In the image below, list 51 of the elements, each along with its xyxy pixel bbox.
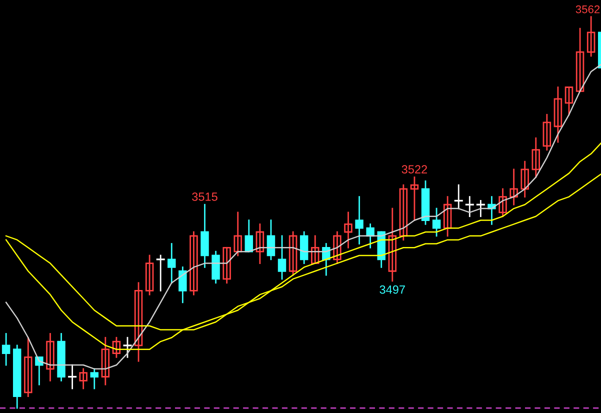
candlestick: [576, 28, 584, 92]
candlestick: [90, 368, 98, 390]
candlestick: [200, 204, 209, 268]
candlestick: [134, 282, 143, 362]
candlestick: [498, 188, 507, 218]
candlestick: [266, 220, 276, 260]
annotation: 3562: [576, 5, 600, 14]
candlestick: [465, 196, 474, 218]
candlestick: [244, 220, 254, 252]
annotation: 3522: [402, 165, 428, 174]
candlestick: [586, 16, 596, 57]
candlestick: [311, 235, 320, 264]
annotation: 3497: [380, 285, 405, 294]
candlestick: [24, 336, 32, 398]
candlestick: [388, 208, 397, 282]
candlestick: [432, 208, 441, 237]
candlestick: [454, 184, 463, 210]
candlestick: [101, 336, 110, 386]
candlestick: [399, 184, 408, 241]
candlestick: [366, 223, 374, 248]
candlestick: [178, 266, 187, 304]
candlestick: [554, 86, 562, 143]
candlestick: [564, 86, 574, 116]
candlestick: [234, 212, 242, 256]
candlestick: [510, 168, 518, 206]
candlestick: [46, 333, 54, 382]
candlestick: [2, 333, 10, 366]
candlestick: [112, 336, 121, 358]
candlestick: [156, 254, 165, 292]
annotation: 3515: [192, 192, 218, 201]
candlestick: [222, 246, 231, 284]
candlestick: [190, 231, 198, 296]
candlestick: [79, 368, 88, 390]
candlestick: [476, 200, 485, 218]
candlestick: [443, 196, 452, 237]
candlestick: [256, 223, 264, 264]
candlestick: [333, 231, 342, 264]
candlestick: [68, 364, 77, 390]
candlestick: [212, 250, 220, 284]
candlestick: [168, 243, 176, 284]
candlestick: [278, 235, 286, 280]
candlestick: [145, 254, 154, 296]
candlestick: [410, 176, 419, 221]
candlestick: [344, 212, 352, 248]
candlestick: [355, 196, 364, 244]
candlestick: [123, 336, 132, 358]
candlestick: [288, 231, 298, 276]
candlestick: [300, 231, 308, 264]
candlestick: [520, 160, 529, 198]
candlestick: [532, 137, 540, 178]
candlestick: [542, 114, 552, 151]
